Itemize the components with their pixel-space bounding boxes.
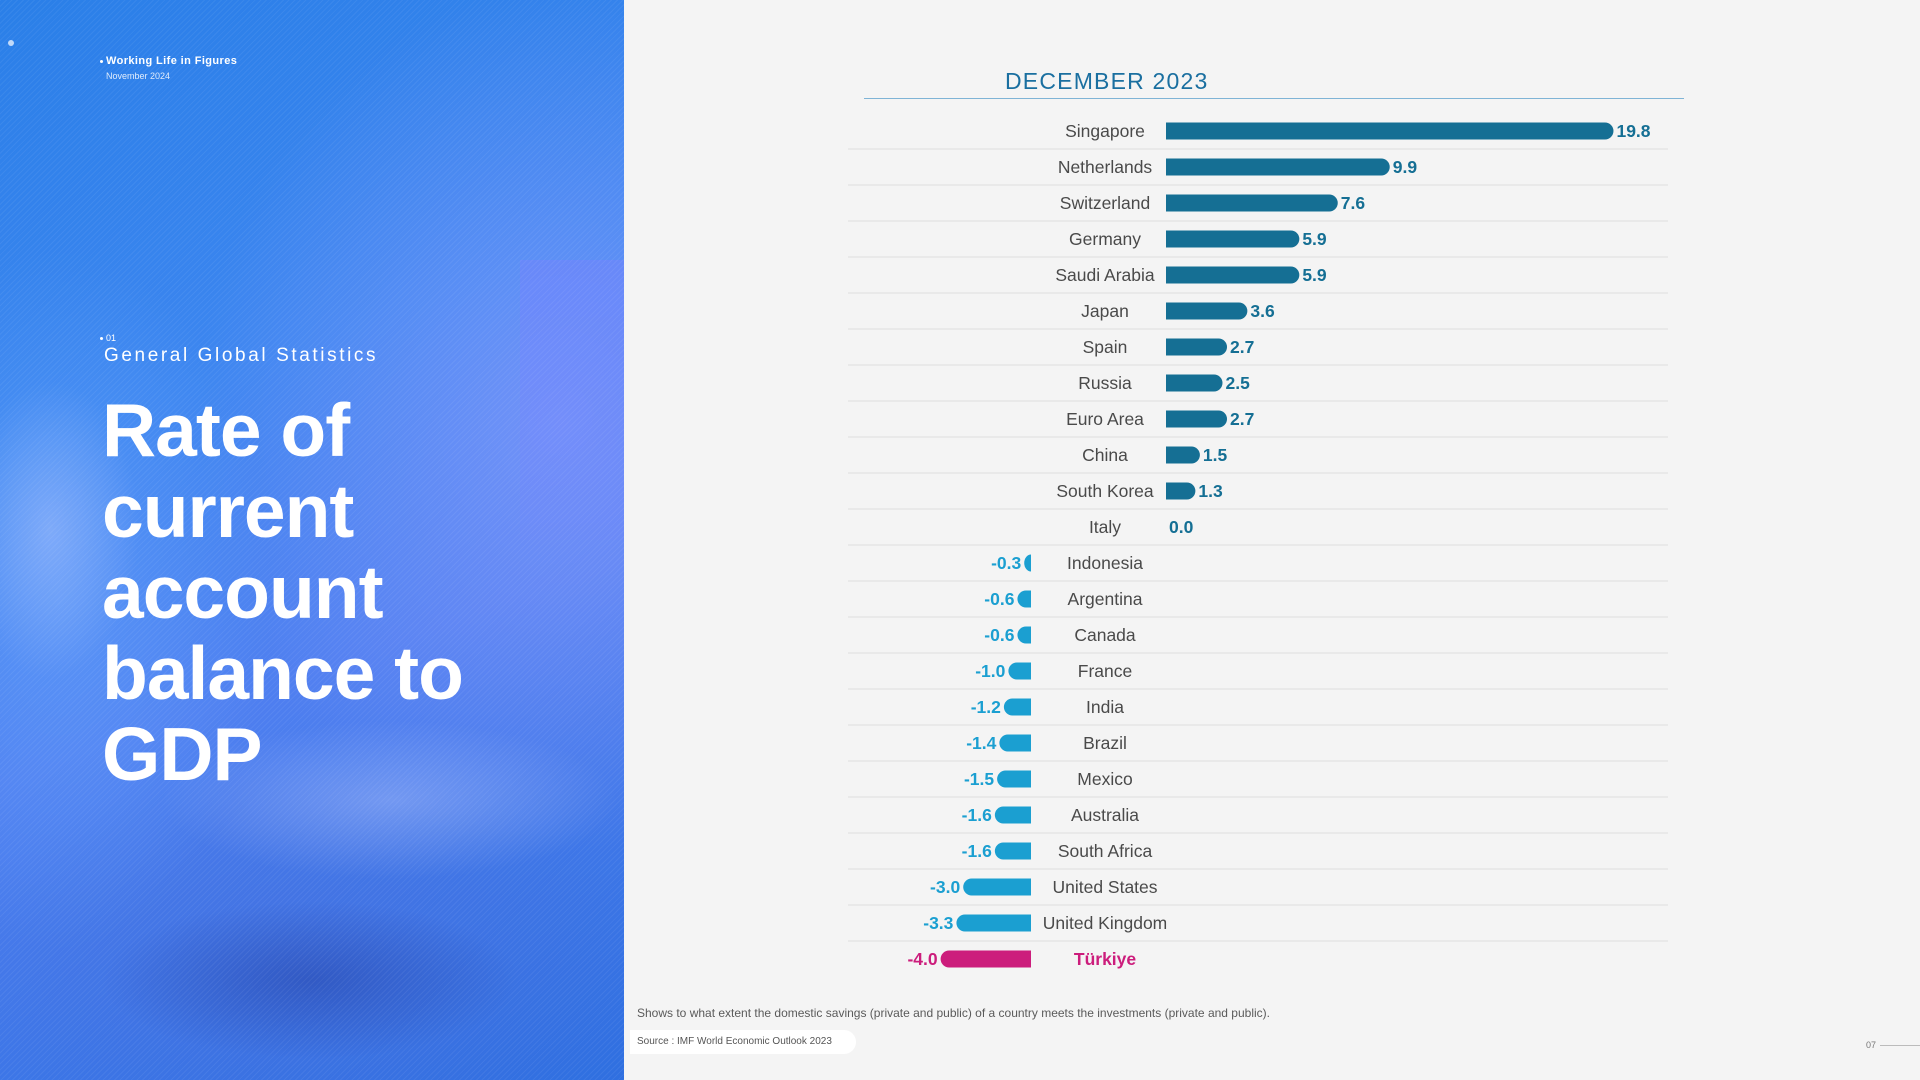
bar bbox=[1024, 554, 1031, 572]
category-label: Germany bbox=[1069, 229, 1141, 249]
category-label: Spain bbox=[1083, 337, 1128, 357]
category-label: France bbox=[1078, 661, 1132, 681]
category-label: South Africa bbox=[1058, 841, 1153, 861]
bar bbox=[1003, 698, 1031, 716]
bullet-dot bbox=[100, 60, 103, 63]
category-label: United States bbox=[1052, 877, 1157, 897]
bar bbox=[963, 878, 1031, 896]
bar bbox=[1166, 230, 1300, 248]
category-label: Canada bbox=[1074, 625, 1136, 645]
bar bbox=[956, 914, 1031, 932]
category-label: Netherlands bbox=[1058, 157, 1153, 177]
data-label: 19.8 bbox=[1616, 121, 1650, 141]
category-label: Switzerland bbox=[1060, 193, 1150, 213]
data-label: 2.5 bbox=[1226, 373, 1251, 393]
category-label: Türkiye bbox=[1074, 949, 1137, 969]
brand-block: Working Life in Figures November 2024 bbox=[106, 55, 237, 81]
page-headline: Rate of current account balance to GDP bbox=[102, 388, 464, 796]
category-label: Italy bbox=[1089, 517, 1121, 537]
bar bbox=[1166, 194, 1338, 212]
chart-footnote: Shows to what extent the domestic saving… bbox=[637, 1006, 1270, 1020]
data-label: 2.7 bbox=[1230, 409, 1254, 429]
page-number: 07 bbox=[1866, 1040, 1877, 1050]
bar bbox=[1166, 446, 1200, 464]
page-number-rule bbox=[1880, 1045, 1920, 1046]
data-label: 0.0 bbox=[1169, 517, 1194, 537]
section-number: 01 bbox=[106, 333, 117, 343]
data-label: -1.4 bbox=[966, 733, 996, 753]
data-label: -1.6 bbox=[962, 805, 992, 825]
bar bbox=[994, 842, 1031, 860]
data-label: 1.5 bbox=[1203, 445, 1228, 465]
data-label: 5.9 bbox=[1302, 265, 1327, 285]
chart-title: DECEMBER 2023 bbox=[1005, 68, 1209, 94]
data-label: -0.6 bbox=[984, 625, 1014, 645]
source-label: Source : IMF World Economic Outlook 2023 bbox=[630, 1030, 856, 1054]
bar bbox=[999, 734, 1031, 752]
cover-photo-panel bbox=[0, 0, 624, 1080]
bar bbox=[1017, 626, 1031, 644]
bar bbox=[1166, 266, 1300, 284]
data-label: 3.6 bbox=[1250, 301, 1275, 321]
bar bbox=[1017, 590, 1031, 608]
data-label: 7.6 bbox=[1341, 193, 1366, 213]
data-label: 5.9 bbox=[1302, 229, 1327, 249]
category-label: South Korea bbox=[1056, 481, 1154, 501]
data-label: -4.0 bbox=[907, 949, 937, 969]
category-label: China bbox=[1082, 445, 1128, 465]
category-label: Brazil bbox=[1083, 733, 1127, 753]
category-label: Japan bbox=[1081, 301, 1129, 321]
data-label: 1.3 bbox=[1198, 481, 1223, 501]
data-label: -1.2 bbox=[971, 697, 1001, 717]
bar bbox=[1166, 338, 1228, 356]
data-label: -0.3 bbox=[991, 553, 1021, 573]
data-label: -1.0 bbox=[975, 661, 1005, 681]
category-label: Australia bbox=[1071, 805, 1139, 825]
category-label: Mexico bbox=[1077, 769, 1132, 789]
bar bbox=[1166, 410, 1228, 428]
category-label: Saudi Arabia bbox=[1055, 265, 1155, 285]
bar bbox=[1166, 302, 1248, 320]
data-label: -1.5 bbox=[964, 769, 994, 789]
data-label: -3.0 bbox=[930, 877, 960, 897]
title-underline bbox=[864, 98, 1684, 99]
category-label: Indonesia bbox=[1067, 553, 1143, 573]
publication-date: November 2024 bbox=[106, 71, 171, 81]
bar bbox=[1166, 158, 1390, 176]
bullet-dot bbox=[100, 337, 103, 340]
bar bbox=[994, 806, 1031, 824]
data-label: 2.7 bbox=[1230, 337, 1254, 357]
data-label: -0.6 bbox=[984, 589, 1014, 609]
bar bbox=[1166, 122, 1614, 140]
bar bbox=[997, 770, 1031, 788]
category-label: India bbox=[1086, 697, 1124, 717]
category-label: Euro Area bbox=[1066, 409, 1144, 429]
section-name: General Global Statistics bbox=[104, 345, 379, 366]
category-label: Russia bbox=[1078, 373, 1132, 393]
bar bbox=[1166, 482, 1196, 500]
publication-title: Working Life in Figures bbox=[106, 55, 238, 67]
bar-chart: Singapore 19.8 Netherlands 9.9 Switzerland 7.… bbox=[848, 121, 1668, 969]
bar bbox=[940, 950, 1031, 968]
category-label: Singapore bbox=[1065, 121, 1145, 141]
category-label: United Kingdom bbox=[1043, 913, 1168, 933]
bar bbox=[1008, 662, 1031, 680]
data-label: -3.3 bbox=[923, 913, 953, 933]
data-label: 9.9 bbox=[1393, 157, 1418, 177]
data-label: -1.6 bbox=[962, 841, 992, 861]
category-label: Argentina bbox=[1068, 589, 1143, 609]
bar bbox=[1166, 374, 1223, 392]
